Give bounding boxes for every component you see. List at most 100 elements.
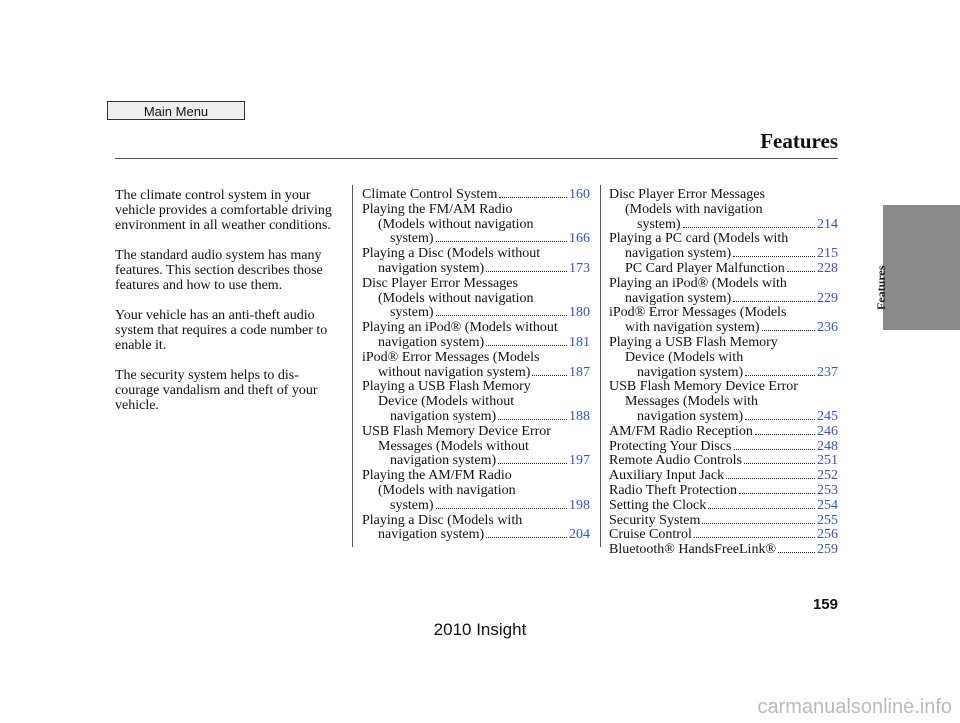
entry-text: Remote Audio Controls [609, 453, 742, 469]
page-link[interactable]: 198 [569, 497, 590, 513]
index-entry[interactable]: Playing an iPod® (Models without navigati… [362, 320, 590, 351]
index-entry[interactable]: PC Card Player Malfunction 228 [609, 260, 838, 277]
index-entry[interactable]: Protecting Your Discs 248 [609, 438, 838, 455]
entry-text: system) [637, 216, 681, 232]
index-entry[interactable]: Auxiliary Input Jack 252 [609, 468, 838, 484]
entry-text: navigation system) [378, 260, 485, 276]
index-entry[interactable]: Setting the Clock 254 [609, 497, 838, 514]
page-link[interactable]: 246 [817, 423, 838, 439]
page-link[interactable]: 254 [817, 497, 838, 513]
page-link[interactable]: 228 [817, 260, 838, 276]
index-entry[interactable]: Playing a USB Flash Memory Device (Models… [362, 379, 590, 425]
page-link[interactable]: 252 [817, 468, 838, 484]
leader [532, 374, 567, 376]
leader [708, 507, 815, 509]
entry-line: Playing a PC card (Models with [609, 231, 838, 247]
index-entry[interactable]: Remote Audio Controls 251 [609, 454, 838, 469]
entry-text: Playing a USB Flash Memory [609, 334, 778, 350]
entry-text: navigation system) [390, 453, 497, 469]
index-entry[interactable]: Climate Control System 160 [362, 187, 590, 203]
entry-line: Playing the FM/AM Radio [362, 202, 590, 218]
index-entry[interactable]: Playing a USB Flash Memory Device (Models… [609, 334, 838, 380]
index-entry[interactable]: Security System 255 [609, 512, 838, 529]
page-link[interactable]: 259 [817, 542, 838, 558]
page-link[interactable]: 248 [817, 438, 838, 454]
page-number: 159 [812, 596, 838, 613]
index-entry[interactable]: Playing a Disc (Models without navigation… [362, 246, 590, 277]
page-link[interactable]: 229 [817, 290, 838, 306]
entry-line: Device (Models with [609, 350, 838, 366]
entry-line: Cruise Control 256 [609, 528, 838, 543]
page-link[interactable]: 245 [817, 408, 838, 424]
entry-line: system) 166 [362, 232, 590, 247]
index-entry[interactable]: iPod® Error Messages (Models with navigat… [609, 305, 838, 336]
entry-text: Playing a Disc (Models without [362, 246, 541, 262]
index-entry[interactable]: Playing the FM/AM Radio (Models without n… [362, 202, 590, 247]
leader [726, 478, 815, 480]
leader [486, 270, 567, 272]
page-link[interactable]: 187 [569, 364, 590, 380]
index-entry[interactable]: AM/FM Radio Reception 246 [609, 423, 838, 440]
page-link[interactable]: 237 [817, 364, 838, 380]
leader [702, 522, 815, 524]
header-rule [115, 158, 838, 159]
entry-line: system) 214 [609, 216, 838, 233]
index-entry[interactable]: Playing an iPod® (Models with navigation … [609, 275, 838, 307]
index-entry[interactable]: USB Flash Memory Device Error Messages (M… [362, 424, 590, 469]
entry-line: navigation system) 188 [362, 408, 590, 425]
page-link[interactable]: 166 [569, 231, 590, 247]
main-menu-button[interactable]: Main Menu [107, 101, 245, 120]
leader [435, 507, 567, 509]
index-entry[interactable]: Bluetooth® HandsFreeLink® 259 [609, 542, 838, 558]
entry-line: (Models without navigation [362, 290, 590, 307]
entry-text: (Models without navigation [378, 216, 534, 232]
entry-text: (Models without navigation [378, 290, 534, 306]
entry-text: Playing an iPod® (Models with [609, 275, 787, 291]
entry-line: iPod® Error Messages (Models [362, 350, 590, 366]
entry-line: Security System 255 [609, 512, 838, 529]
index-entry[interactable]: iPod® Error Messages (Models without navi… [362, 350, 590, 381]
index-entry[interactable]: Disc Player Error Messages (Models withou… [362, 276, 590, 321]
index-entry[interactable]: Playing the AM/FM Radio (Models with navi… [362, 468, 590, 513]
leader [498, 463, 567, 465]
watermark: carmanualsonline.info [757, 696, 952, 718]
page-link[interactable]: 253 [817, 482, 838, 498]
entry-text: AM/FM Radio Reception [609, 423, 753, 439]
entry-text: Protecting Your Discs [609, 438, 732, 454]
index-entry[interactable]: Playing a Disc (Models with navigation sy… [362, 513, 590, 544]
page-link[interactable]: 236 [817, 320, 838, 336]
entry-text: with navigation system) [625, 320, 760, 336]
entry-line: Setting the Clock 254 [609, 497, 838, 514]
index-entry[interactable]: Cruise Control 256 [609, 528, 838, 543]
index-entry[interactable]: Disc Player Error Messages (Models with n… [609, 187, 838, 233]
page-link[interactable]: 204 [569, 527, 590, 543]
page-link[interactable]: 251 [817, 453, 838, 469]
page-link[interactable]: 160 [569, 187, 590, 202]
entry-text: USB Flash Memory Device Error [609, 379, 798, 395]
entry-line: navigation system) 204 [362, 528, 590, 543]
entry-line: (Models with navigation [609, 202, 838, 218]
entry-text: iPod® Error Messages (Models [609, 305, 787, 321]
entry-line: Disc Player Error Messages [609, 187, 838, 203]
page-link[interactable]: 188 [569, 408, 590, 424]
page-link[interactable]: 181 [569, 334, 590, 350]
page-link[interactable]: 215 [817, 246, 838, 262]
entry-text: Bluetooth® HandsFreeLink® [609, 542, 777, 558]
leader [745, 374, 815, 376]
page-link[interactable]: 180 [569, 305, 590, 321]
page-link[interactable]: 255 [817, 512, 838, 528]
index-entry[interactable]: USB Flash Memory Device Error Messages (M… [609, 379, 838, 424]
entry-line: iPod® Error Messages (Models [609, 305, 838, 321]
page-link[interactable]: 214 [817, 216, 838, 232]
leader [499, 197, 567, 198]
page-link[interactable]: 173 [569, 260, 590, 276]
index-entry[interactable]: Radio Theft Protection 253 [609, 482, 838, 499]
page-link[interactable]: 197 [569, 453, 590, 469]
entry-text: Device (Models without [378, 394, 515, 410]
index-entry[interactable]: Playing a PC card (Models with navigation… [609, 231, 838, 262]
entry-text: Messages (Models with [625, 394, 758, 410]
entry-text: Playing a USB Flash Memory [362, 379, 531, 395]
index-column: Disc Player Error Messages (Models with n… [609, 187, 838, 558]
page-link[interactable]: 256 [817, 527, 838, 543]
